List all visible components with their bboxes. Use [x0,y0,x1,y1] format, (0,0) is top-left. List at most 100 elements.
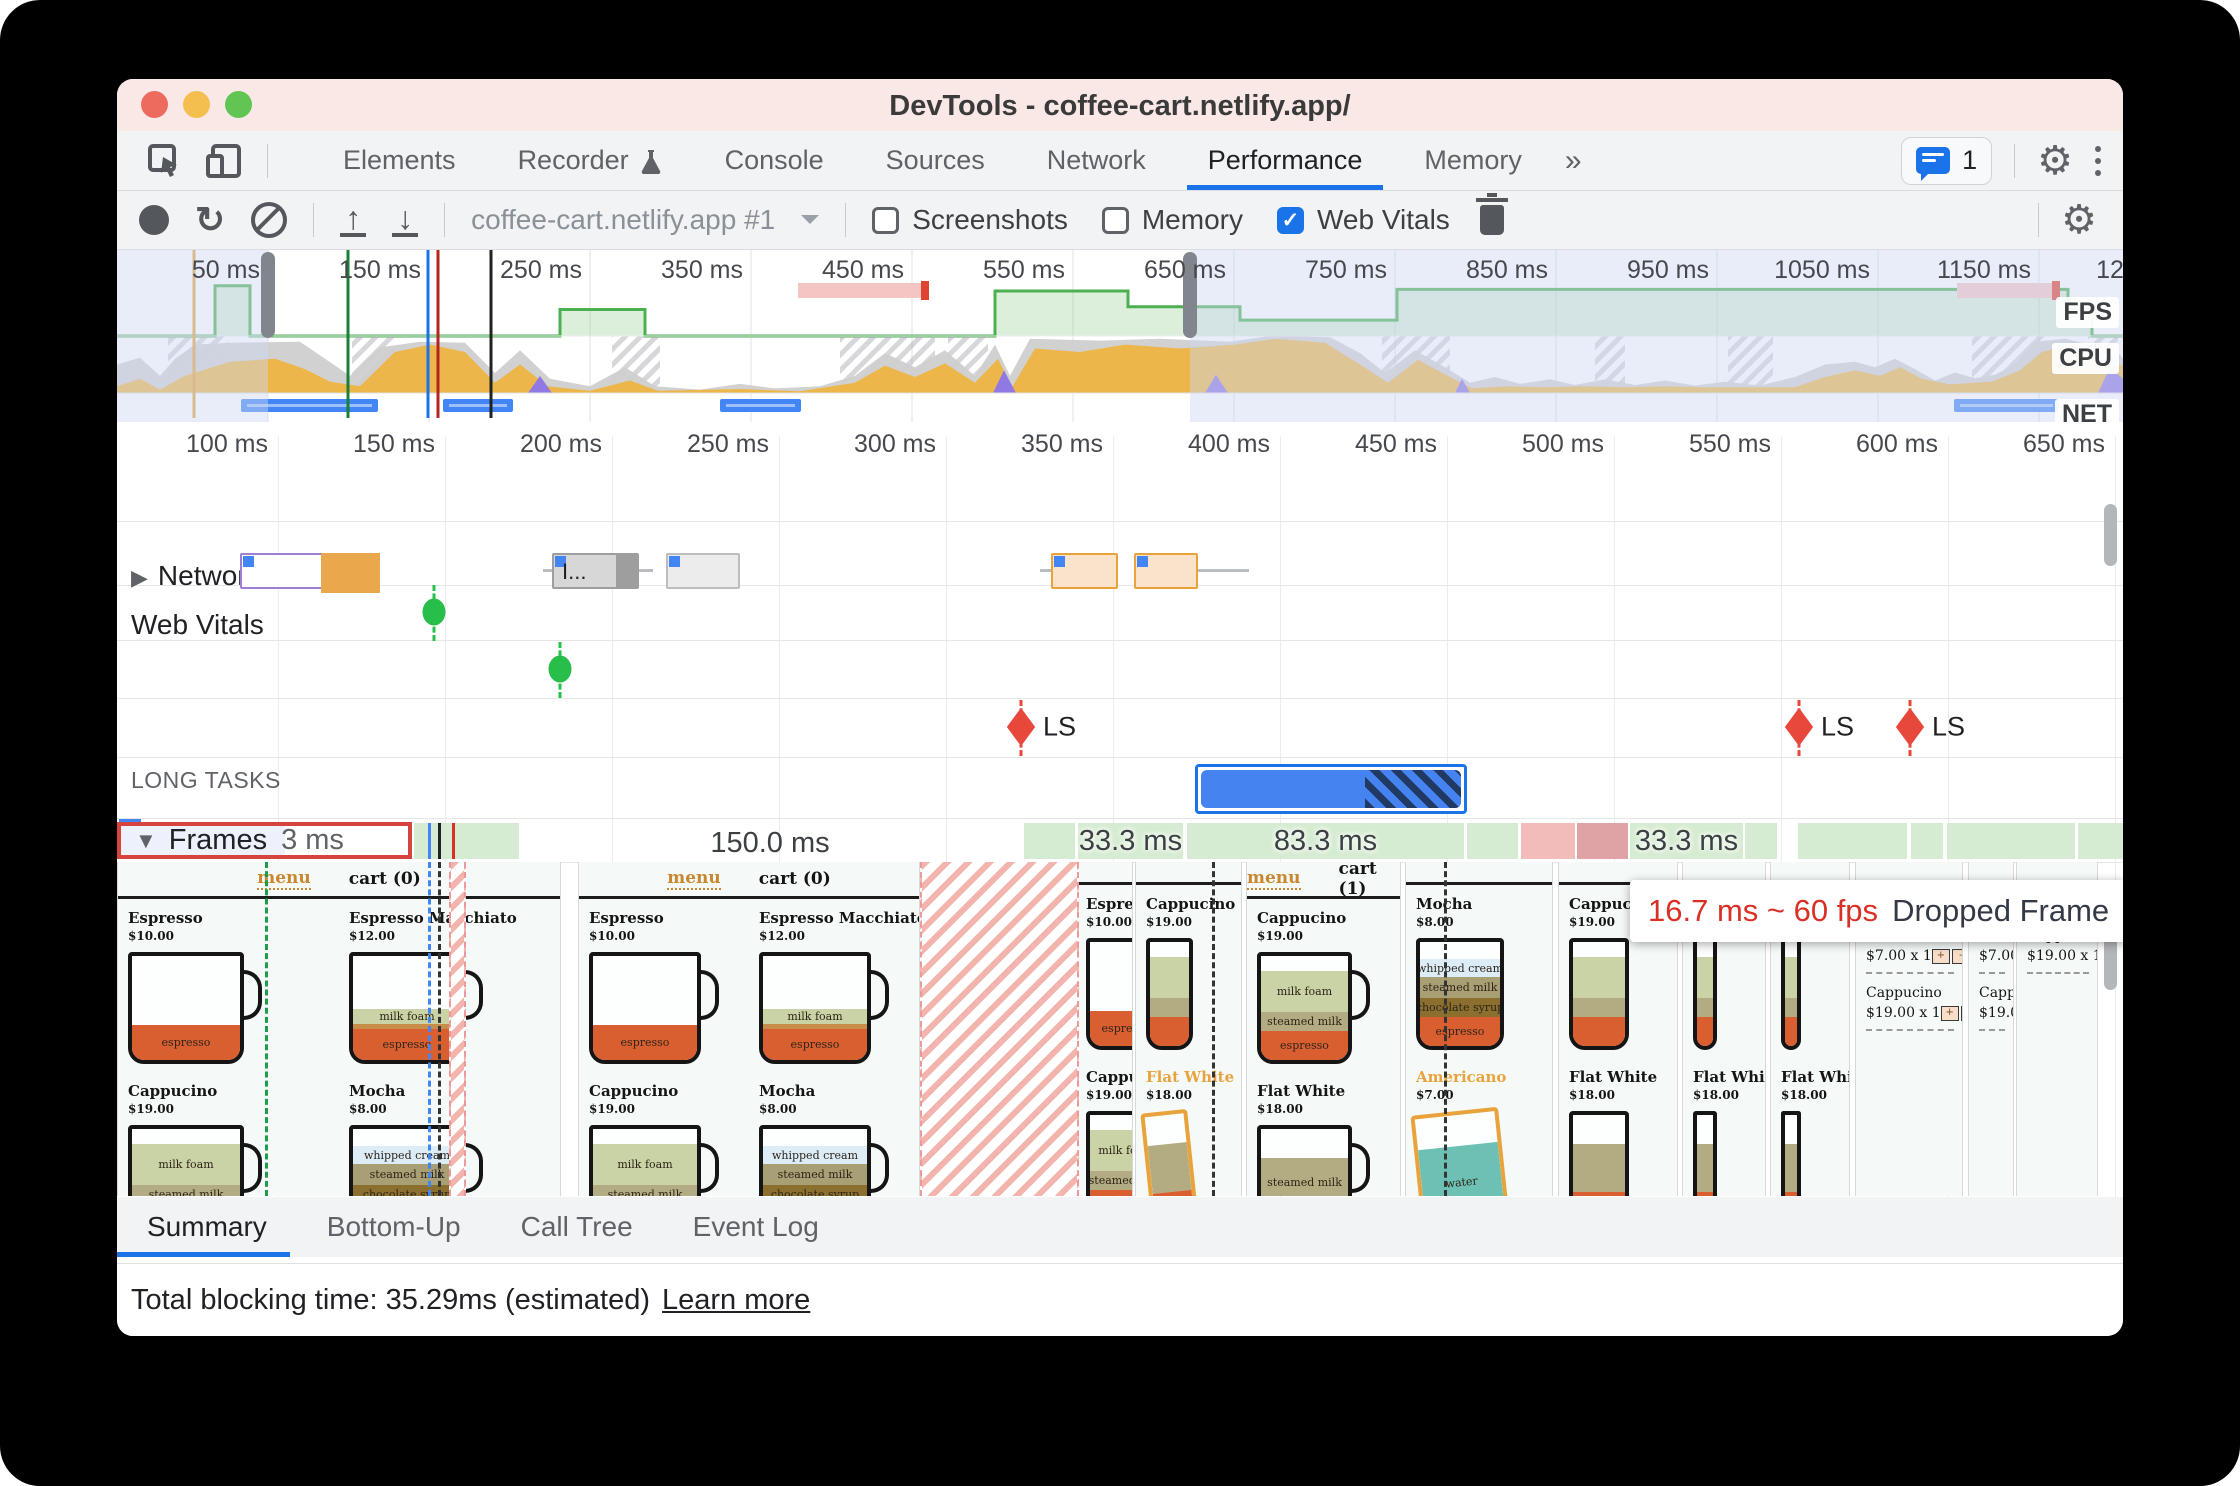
tab-console[interactable]: Console [694,131,855,190]
frame-segment[interactable] [2078,823,2123,859]
scrollbar-thumb[interactable] [2104,504,2117,566]
capture-settings-gear-icon[interactable]: ⚙ [2061,198,2097,242]
disclosure-open-icon[interactable]: ▼ [135,827,157,853]
detail-gridline [1280,436,1281,1197]
network-request-bar[interactable] [240,553,380,593]
cup-layer: milk foam [593,1143,697,1186]
checkbox-box[interactable] [872,206,900,234]
tooltip-frame-status: Dropped Frame [1892,893,2110,928]
zoom-window-button[interactable] [225,91,252,118]
frame-segment[interactable] [1577,823,1628,859]
checkbox-memory[interactable]: Memory [1101,204,1243,236]
menu-link[interactable]: menu [1247,868,1301,890]
network-request-bar[interactable] [1051,553,1118,589]
layout-shift-diamond[interactable] [1006,707,1036,747]
menu-link[interactable]: menu [257,868,311,890]
network-request-bar[interactable] [666,553,740,589]
tab-network[interactable]: Network [1016,131,1177,190]
product-name: Cappucino [1146,895,1236,913]
settings-gear-icon[interactable]: ⚙ [2037,138,2073,183]
bottom-tab-event-log[interactable]: Event Log [692,1211,819,1242]
cart-link[interactable]: cart (0) [348,869,421,889]
checkbox-box[interactable]: ✓ [1276,206,1304,234]
overview-track-label-cpu: CPU [2052,343,2119,374]
frames-white-part [285,826,408,855]
cup-layer: espresso [1090,1189,1132,1196]
frame-segment[interactable] [1521,823,1575,859]
inspect-element-icon[interactable] [147,143,183,179]
save-profile-icon[interactable]: ↓ [392,202,419,237]
clear-recording-icon[interactable] [251,202,288,238]
device-toolbar-icon[interactable] [205,143,243,179]
cup-layer [1785,1191,1797,1196]
frame-segment[interactable] [1024,823,1075,859]
tab-recorder[interactable]: Recorder [487,131,694,190]
cup-layer: steamed milk [1090,1171,1132,1190]
long-task-bar[interactable] [1195,764,1467,814]
filmstrip-screenshot[interactable]: Mocha $8.00 whipped cream steamed milk choco… [1405,862,1553,1196]
more-tabs-icon[interactable]: » [1564,143,1582,177]
feedback-button[interactable]: 1 [1901,136,1993,185]
frame-segment[interactable] [1911,823,1943,859]
frame-segment[interactable] [414,823,519,859]
dropped-frame-hatch-band [920,862,1079,1196]
bottom-tab-call-tree[interactable]: Call Tree [520,1211,633,1242]
timeline-overview[interactable]: 50 ms 150 ms 250 ms 350 ms 450 ms 550 ms 650 m… [117,250,2123,422]
bottom-tab-bottom-up[interactable]: Bottom-Up [326,1211,461,1242]
frames-track-header[interactable]: ▼ Frames 3 ms [117,822,412,859]
frame-segment[interactable]: 83.3 ms [1187,823,1464,859]
tab-memory[interactable]: Memory [1393,131,1553,190]
quantity-stepper[interactable]: +- [1940,1005,1962,1021]
cup-layer [1573,956,1625,999]
tab-sources[interactable]: Sources [855,131,1016,190]
delete-recording-icon[interactable] [1475,193,1508,235]
product-cell: Espresso Macchiato $12.00 milk foam espress… [349,909,552,1068]
cart-link[interactable]: cart (0) [758,869,831,889]
timeline-detail-pane[interactable]: 100 ms 150 ms 200 ms 250 ms 300 ms 350 ms 400 … [117,422,2123,1197]
detail-gridline [1948,436,1949,1197]
frame-segment[interactable] [1798,823,1907,859]
product-name: Flat White [1781,1068,1849,1086]
frame-segment[interactable] [1947,823,2075,859]
web-vitals-dot[interactable] [422,598,446,626]
checkbox-screenshots[interactable]: Screenshots [872,204,1068,236]
filmstrip-screenshot[interactable]: Cappucino $19.00 Flat White $18.00 [1135,862,1242,1196]
network-request-bar[interactable]: I... [552,553,639,589]
reload-and-record-icon[interactable]: ↻ [195,199,226,240]
customize-menu-icon[interactable] [2095,145,2101,176]
tab-elements[interactable]: Elements [312,131,487,190]
filmstrip-screenshot[interactable]: menu cart (0) Espresso $10.00 espresso Cappuc… [117,862,561,1196]
history-dropdown[interactable]: coffee-cart.netlify.app #1 [471,204,776,235]
layout-shift-diamond[interactable] [1784,707,1814,747]
frame-segment[interactable] [1467,823,1518,859]
disclosure-closed-icon[interactable]: ▶ [131,565,148,590]
tab-performance[interactable]: Performance [1177,131,1394,190]
product-cell: Cappucino $19.00 milk foam steamed milk espr… [1257,909,1392,1068]
chevron-down-icon[interactable] [801,215,820,233]
checkbox-web-vitals[interactable]: ✓ Web Vitals [1276,204,1450,236]
close-window-button[interactable] [141,91,168,118]
learn-more-link[interactable]: Learn more [662,1283,811,1316]
record-button[interactable] [139,205,169,235]
checkbox-box[interactable] [1101,206,1129,234]
total-blocking-time: Total blocking time: 35.29ms (estimated) [131,1283,650,1316]
frame-segment[interactable]: 33.3 ms [1630,823,1743,859]
overview-ruler-tick: 750 ms [1305,256,1387,284]
layout-shift-diamond[interactable] [1895,707,1925,747]
quantity-stepper[interactable]: +- [1931,948,1962,964]
filmstrip-screenshot[interactable]: menu cart (0) Espresso $10.00 espresso Cappuc… [578,862,920,1196]
filmstrip-screenshot[interactable]: Espresso $10.00 espresso Cappucino $19.00 mil… [1075,862,1133,1196]
minimize-window-button[interactable] [183,91,210,118]
coffee-cup: whipped cream steamed milk chocolate syrup… [349,1125,491,1196]
frame-segment[interactable]: 33.3 ms [1078,823,1183,859]
frame-segment[interactable] [1745,823,1777,859]
web-vitals-dot[interactable] [548,655,572,683]
bottom-tab-summary[interactable]: Summary [147,1211,267,1242]
product-cell: Espresso $10.00 espresso [1086,895,1132,1054]
tab-bar-right-controls: 1 ⚙ [1901,131,2101,190]
network-request-bar[interactable] [1134,553,1198,589]
load-profile-icon[interactable]: ↑ [340,202,367,237]
filmstrip-screenshot[interactable]: menu cart (1) Cappucino $19.00 milk foam stea… [1246,862,1401,1196]
menu-link[interactable]: menu [667,868,721,890]
cart-link[interactable]: cart (1) [1338,862,1377,899]
